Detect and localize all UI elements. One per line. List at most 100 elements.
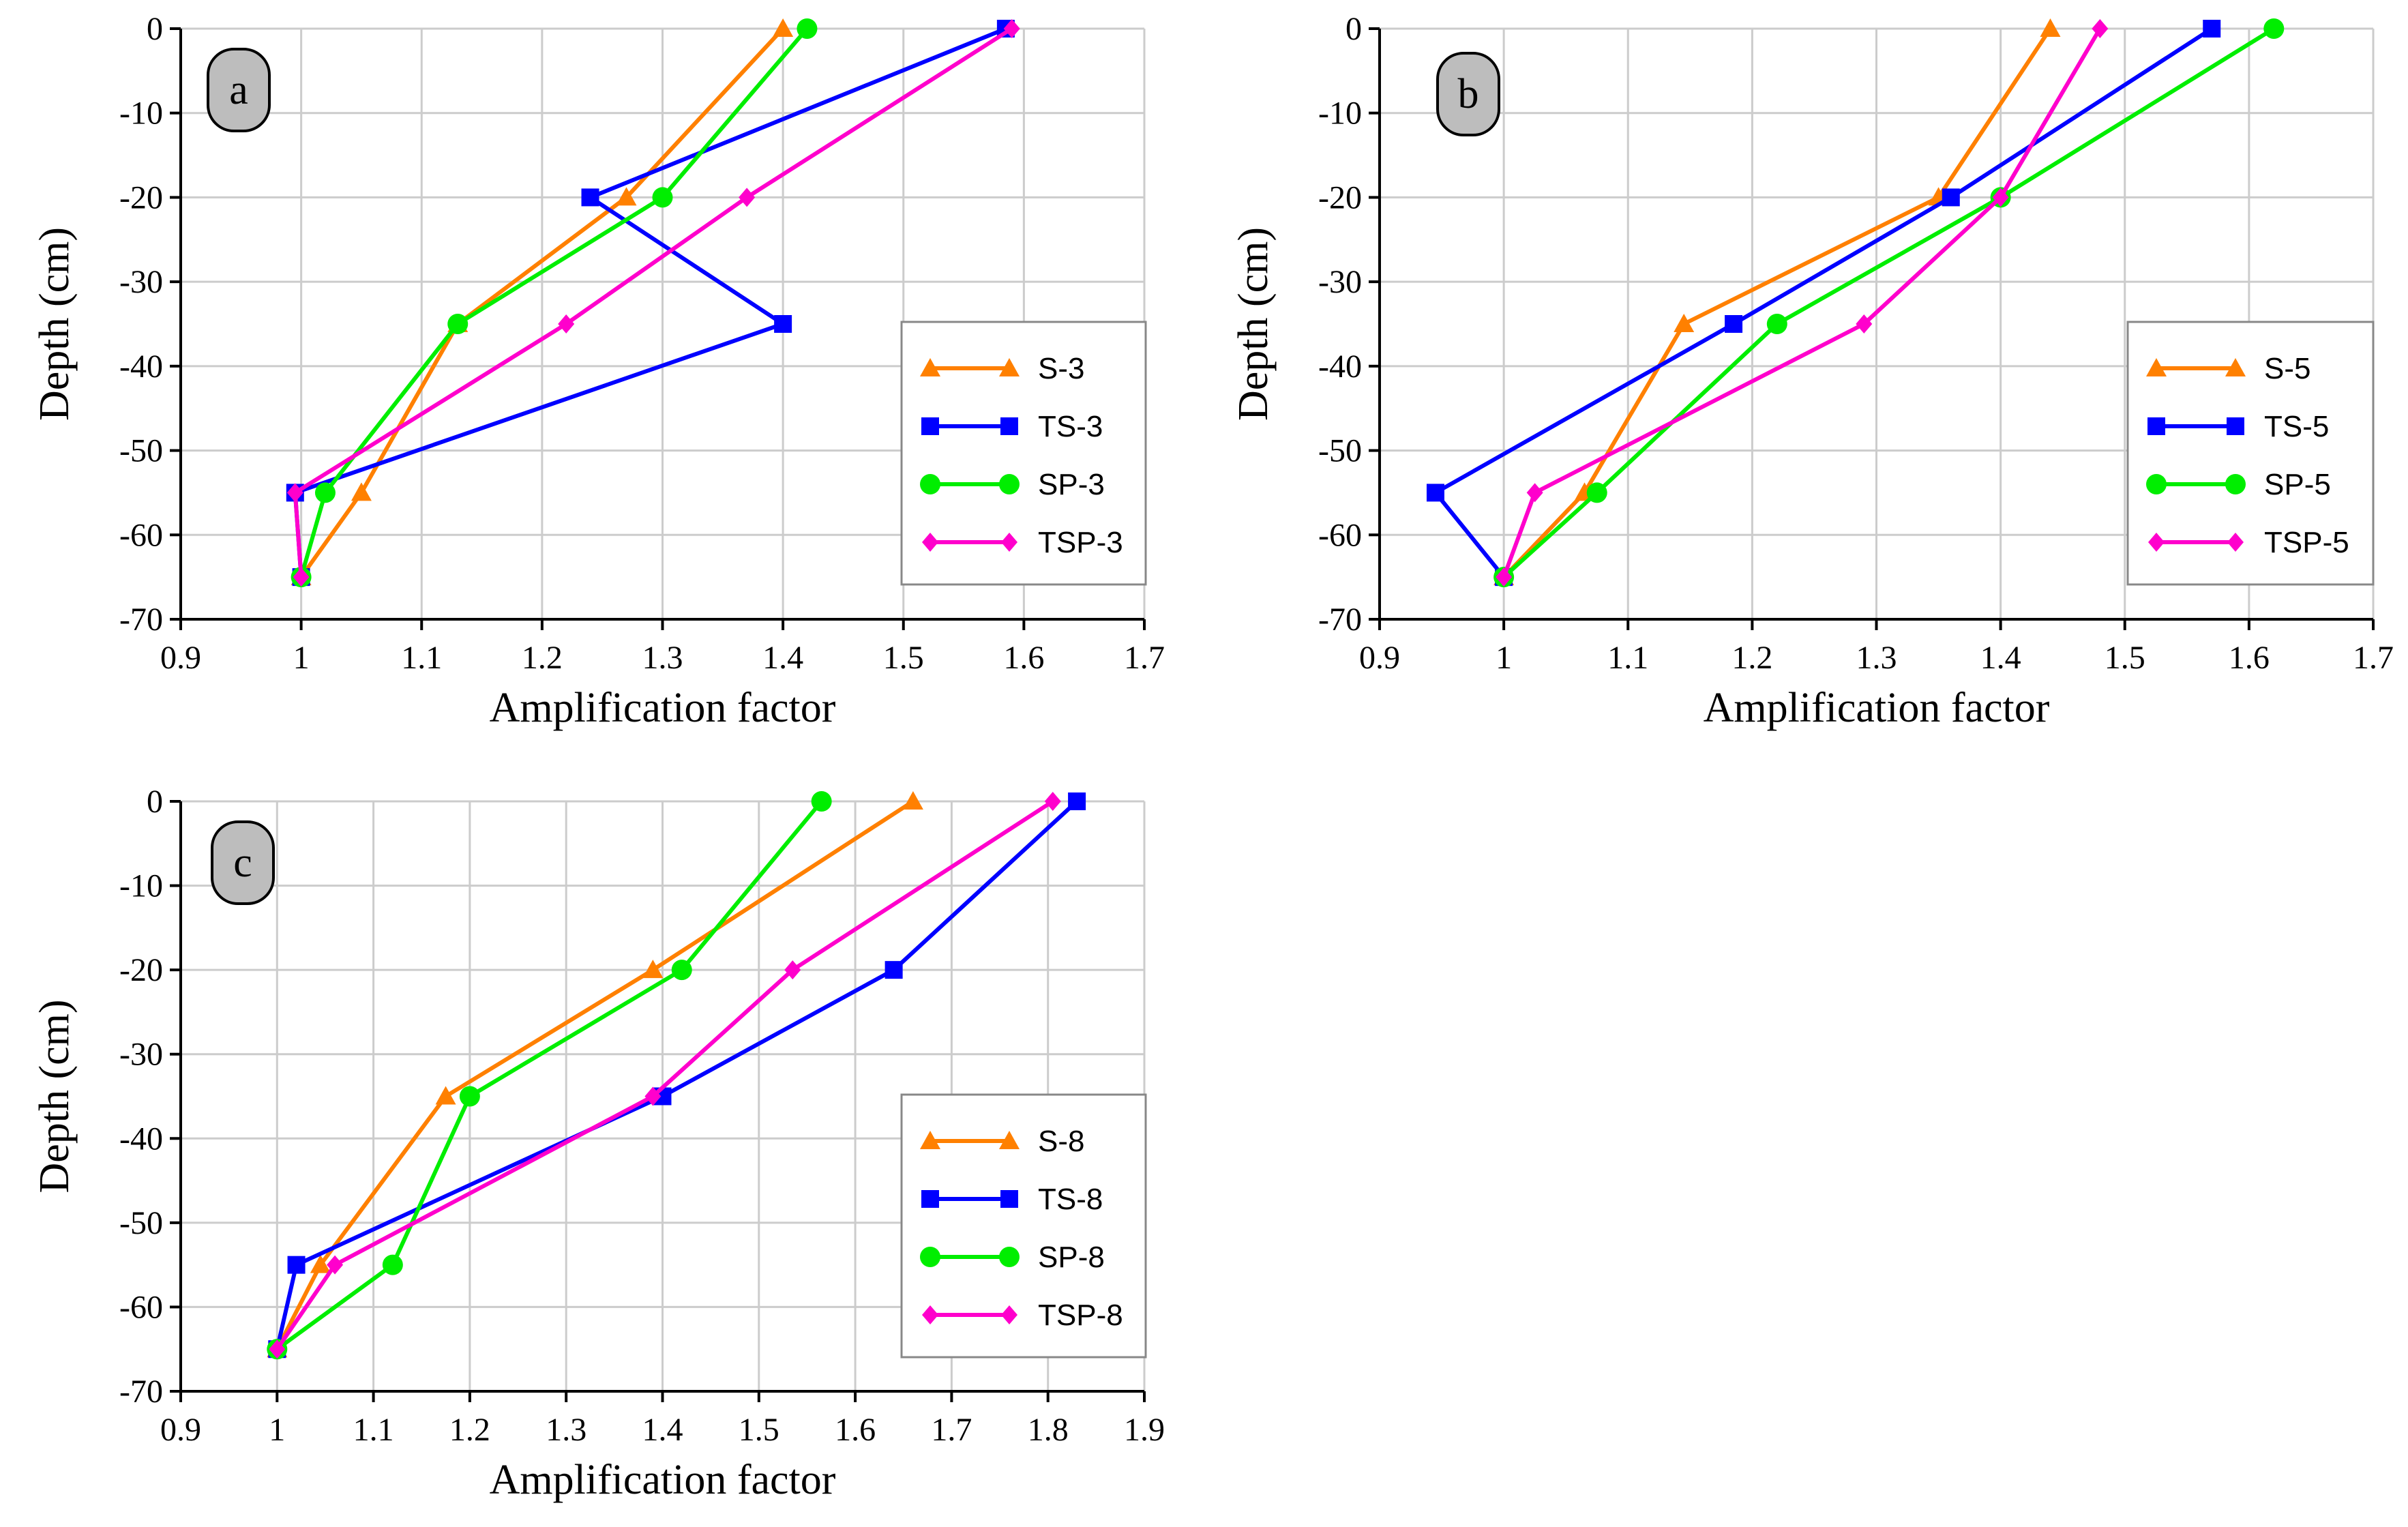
data-point-SP-8 (459, 1086, 480, 1107)
panel-a-badge-shape (207, 48, 271, 132)
data-point-S-3 (773, 18, 794, 37)
panel-c-badge-shape (211, 820, 275, 905)
data-point-S-5 (2040, 18, 2061, 37)
data-point-SP-5 (1766, 314, 1787, 334)
y-tick-label: -60 (1318, 517, 1362, 553)
x-tick-label: 0.9 (1359, 640, 1400, 676)
data-point-SP-8 (671, 960, 692, 981)
y-tick-label: -30 (119, 1037, 163, 1073)
y-tick-label: -70 (119, 602, 163, 638)
y-tick-label: -30 (1318, 264, 1362, 300)
data-point-TS-5 (1725, 315, 1743, 333)
series-line-TS-5 (1433, 27, 2213, 579)
panel-c-legend: S-8 TS-8 SP-8 TSP-8 (900, 1093, 1147, 1359)
y-tick-label: -40 (119, 349, 163, 385)
x-tick-label: 1.1 (401, 640, 442, 676)
y-tick-label: 0 (147, 784, 163, 820)
y-tick-label: -60 (119, 517, 163, 553)
data-point-TS-5 (1426, 484, 1444, 502)
data-point-TSP-5 (2092, 19, 2109, 38)
data-point-SP-5 (2263, 18, 2285, 39)
legend-label-SP-3: SP-3 (1038, 468, 1105, 501)
panel-c-x-axis-title: Amplification factor (490, 1457, 836, 1503)
x-tick-label: 1.6 (835, 1412, 876, 1448)
data-point-TSP-8 (269, 1339, 286, 1359)
x-tick-label: 1.1 (353, 1412, 394, 1448)
x-tick-label: 1.5 (2105, 640, 2145, 676)
panel-b-y-axis-title: Depth (cm) (1230, 227, 1277, 421)
legend-label-TS-8: TS-8 (1038, 1183, 1103, 1216)
data-point-SP-8 (811, 791, 832, 812)
legend-label-S-5: S-5 (2264, 352, 2310, 385)
x-tick-label: 1.7 (2353, 640, 2394, 676)
y-tick-label: -10 (119, 868, 163, 904)
y-tick-label: -50 (119, 1205, 163, 1241)
x-tick-label: 1 (293, 640, 310, 676)
x-tick-label: 1.4 (762, 640, 803, 676)
x-tick-label: 1.3 (546, 1412, 586, 1448)
data-point-TSP-8 (327, 1255, 344, 1275)
legend-swatch-marker (999, 474, 1020, 494)
legend-swatch-marker (921, 1190, 939, 1208)
x-tick-label: 1.7 (931, 1412, 972, 1448)
series-S-5 (1493, 18, 2061, 586)
panel-c-badge-label: c (233, 840, 252, 886)
y-tick-label: -60 (119, 1289, 163, 1325)
x-tick-label: 1.2 (1731, 640, 1772, 676)
legend-label-TSP-5: TSP-5 (2264, 526, 2349, 559)
legend-swatch-marker (922, 1305, 938, 1324)
data-point-SP-3 (797, 18, 818, 39)
series-line-SP-8 (276, 800, 823, 1351)
x-tick-label: 1.2 (522, 640, 563, 676)
data-point-TSP-3 (558, 314, 575, 333)
y-tick-label: -70 (1318, 602, 1362, 638)
data-point-S-8 (642, 960, 664, 979)
legend-label-TS-3: TS-3 (1038, 410, 1103, 443)
legend-swatch-marker (1000, 417, 1018, 435)
legend-swatch-marker (999, 1247, 1020, 1267)
legend-swatch-marker (2225, 358, 2246, 376)
data-point-TSP-5 (1496, 567, 1513, 587)
series-SP-3 (291, 18, 818, 588)
data-point-TS-5 (1942, 188, 1960, 207)
legend-swatch-marker (920, 1247, 940, 1267)
data-point-SP-3 (652, 187, 673, 208)
panel-a-badge: a (207, 48, 271, 132)
series-TSP-3 (286, 19, 1020, 587)
x-tick-label: 1.4 (642, 1412, 683, 1448)
data-point-S-5 (1674, 314, 1695, 332)
data-point-TSP-8 (784, 960, 801, 980)
data-point-S-3 (616, 187, 637, 206)
y-tick-label: 0 (147, 11, 163, 47)
y-tick-label: 0 (1346, 11, 1362, 47)
data-point-SP-8 (382, 1254, 403, 1275)
legend-label-TS-5: TS-5 (2264, 410, 2329, 443)
data-point-TS-5 (2203, 20, 2221, 38)
legend-swatch-marker (1000, 1190, 1018, 1208)
data-point-TSP-8 (1044, 792, 1061, 811)
y-tick-label: -50 (1318, 433, 1362, 469)
data-point-S-8 (310, 1254, 331, 1273)
legend-label-SP-8: SP-8 (1038, 1241, 1105, 1274)
legend-swatch-marker (920, 358, 940, 376)
data-point-SP-3 (447, 314, 469, 334)
legend-swatch-marker (2227, 417, 2244, 435)
panel-b-badge-shape (1436, 52, 1500, 136)
series-TSP-8 (269, 792, 1061, 1359)
data-point-SP-3 (314, 482, 336, 503)
panel-a-badge-label: a (229, 67, 248, 113)
y-tick-label: -10 (119, 95, 163, 132)
panel-b-x-axis-title: Amplification factor (1704, 685, 2050, 731)
x-tick-label: 1 (269, 1412, 285, 1448)
data-point-S-8 (902, 791, 923, 810)
legend-label-SP-5: SP-5 (2264, 468, 2331, 501)
legend-swatch-marker (920, 474, 940, 494)
legend-swatch-marker (2146, 474, 2167, 494)
x-tick-label: 0.9 (160, 640, 201, 676)
x-tick-label: 1.7 (1124, 640, 1165, 676)
legend-swatch-marker (2147, 417, 2165, 435)
data-point-S-8 (435, 1086, 456, 1105)
y-tick-label: -10 (1318, 95, 1362, 132)
data-point-TS-8 (885, 961, 903, 979)
